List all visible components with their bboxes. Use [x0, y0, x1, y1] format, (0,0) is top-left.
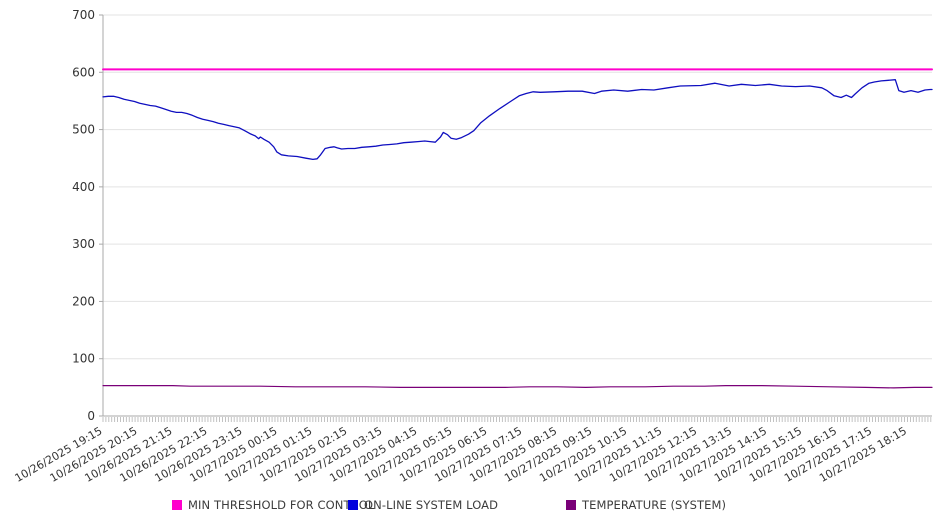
- legend-item-temperature-system-: TEMPERATURE (SYSTEM): [566, 497, 726, 513]
- y-tick-label-200: 200: [72, 294, 95, 308]
- legend-label: MIN THRESHOLD FOR CONTROL: [188, 498, 375, 512]
- legend-swatch-icon: [172, 500, 182, 510]
- legend-item-on-line-system-load: ON-LINE SYSTEM LOAD: [348, 497, 498, 513]
- series-line-temperature-system-: [102, 385, 933, 389]
- x-minor-ticks: [102, 417, 932, 422]
- chart-legend: MIN THRESHOLD FOR CONTROL ON-LINE SYSTEM …: [0, 497, 946, 515]
- y-tick-label-500: 500: [72, 123, 95, 137]
- y-tick-label-100: 100: [72, 352, 95, 366]
- y-tick-label-700: 700: [72, 8, 95, 22]
- y-tick-label-400: 400: [72, 180, 95, 194]
- legend-swatch-icon: [566, 500, 576, 510]
- y-tick-label-0: 0: [87, 409, 95, 423]
- legend-swatch-icon: [348, 500, 358, 510]
- series-line-on-line-system-load: [102, 79, 933, 161]
- y-tick-label-600: 600: [72, 65, 95, 79]
- y-tick-label-300: 300: [72, 237, 95, 251]
- legend-item-min-threshold-for-control: MIN THRESHOLD FOR CONTROL: [172, 497, 374, 513]
- legend-label: TEMPERATURE (SYSTEM): [582, 498, 727, 512]
- legend-label: ON-LINE SYSTEM LOAD: [364, 498, 499, 512]
